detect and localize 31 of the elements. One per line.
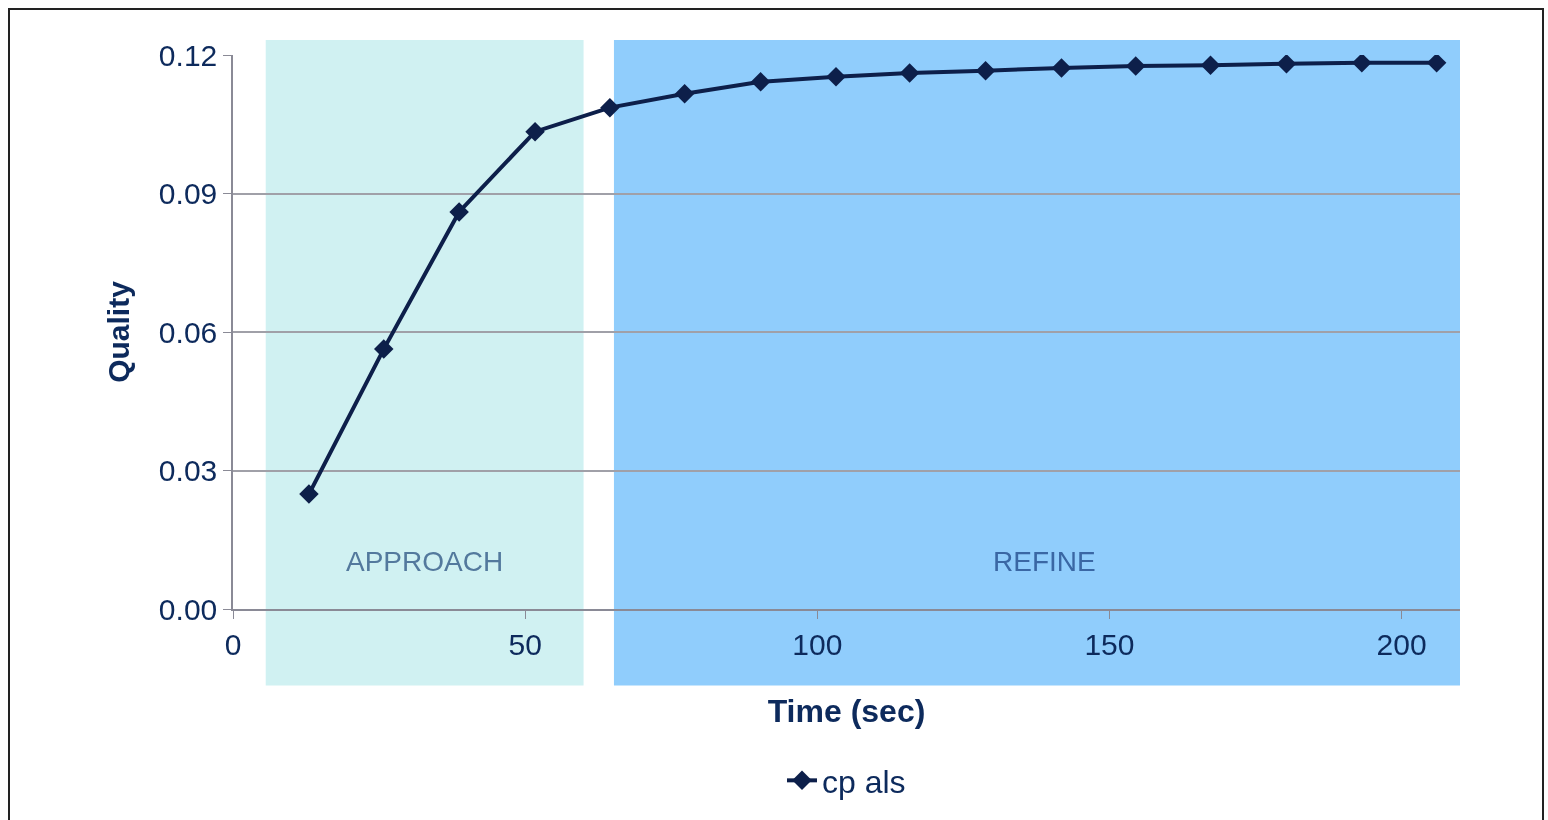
x-tick-label: 150 xyxy=(1084,627,1135,661)
point xyxy=(1276,55,1297,74)
point xyxy=(449,202,469,222)
point xyxy=(1352,55,1372,73)
point xyxy=(899,63,920,83)
y-axis-title: Quality xyxy=(102,280,136,383)
point xyxy=(975,60,996,81)
point xyxy=(1125,56,1146,76)
x-axis-title: Time (sec) xyxy=(767,693,926,730)
point xyxy=(1200,55,1221,75)
band-label: APPROACH xyxy=(346,546,504,577)
y-tick-label: 0.06 xyxy=(158,315,218,349)
x-tick-label: 200 xyxy=(1376,627,1427,661)
x-tick-label: 100 xyxy=(792,627,843,661)
point xyxy=(1426,55,1447,73)
y-tick-label: 0.12 xyxy=(158,38,218,72)
point xyxy=(374,339,394,359)
point xyxy=(674,84,695,104)
point xyxy=(525,121,545,142)
y-tick-label: 0.00 xyxy=(158,592,218,626)
band-label: REFINE xyxy=(993,546,1096,577)
point xyxy=(600,97,620,118)
point xyxy=(750,72,771,92)
point xyxy=(1051,58,1072,78)
point xyxy=(299,484,319,504)
y-tick-label: 0.03 xyxy=(158,454,218,487)
legend-label: cp als xyxy=(822,763,906,800)
point xyxy=(826,66,846,87)
x-tick-label: 0 xyxy=(224,627,242,661)
x-tick-label: 50 xyxy=(508,627,542,661)
y-tick-label: 0.09 xyxy=(158,177,218,210)
